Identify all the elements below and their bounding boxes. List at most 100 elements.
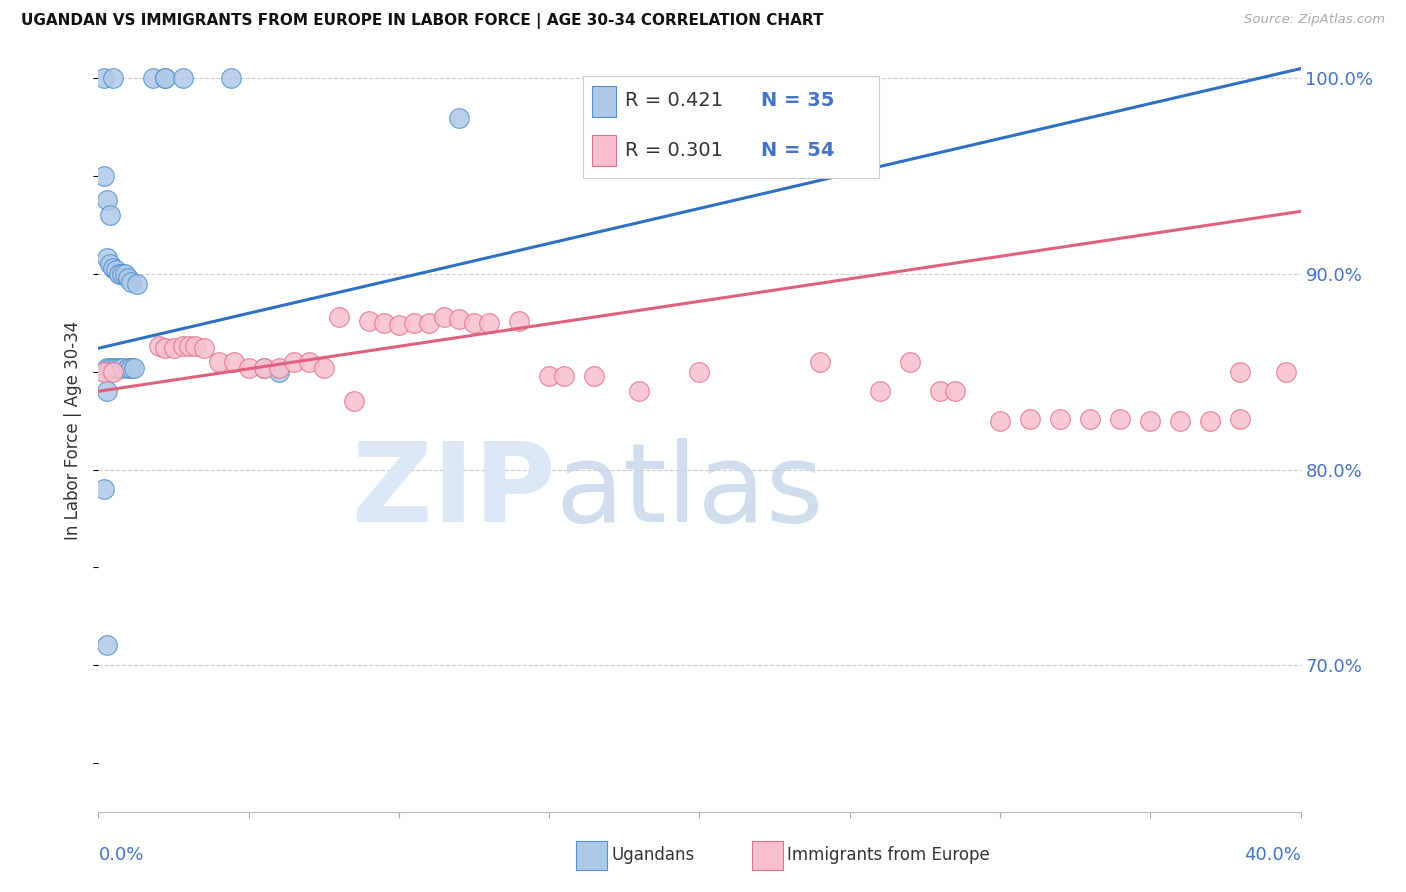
Point [553,368,575,383]
Point [117,271,139,285]
Point [1170,414,1192,428]
Point [124,360,146,375]
Point [267,360,290,375]
Point [1049,411,1071,425]
Text: N = 35: N = 35 [761,92,834,111]
Point [162,341,184,355]
Point [253,360,276,375]
Point [402,316,425,330]
Point [583,368,606,383]
Point [357,314,380,328]
Point [172,339,194,353]
Point [343,394,366,409]
Point [153,71,176,86]
Text: Source: ZipAtlas.com: Source: ZipAtlas.com [1244,13,1385,27]
Text: UGANDAN VS IMMIGRANTS FROM EUROPE IN LABOR FORCE | AGE 30-34 CORRELATION CHART: UGANDAN VS IMMIGRANTS FROM EUROPE IN LAB… [21,13,824,29]
Point [943,384,966,399]
Y-axis label: In Labor Force | Age 30-34: In Labor Force | Age 30-34 [65,321,83,540]
Point [222,355,245,369]
Point [1109,411,1132,425]
Point [238,360,260,375]
Point [538,368,561,383]
Point [127,277,149,291]
Point [1139,414,1161,428]
Point [96,639,118,653]
Point [689,365,711,379]
Point [508,314,530,328]
Text: Ugandans: Ugandans [612,847,695,864]
Point [93,482,115,496]
Point [219,71,242,86]
Point [111,360,134,375]
Point [121,275,143,289]
Point [298,355,321,369]
Point [103,360,125,375]
Text: R = 0.421: R = 0.421 [624,92,723,111]
Point [93,169,115,184]
Point [388,318,411,332]
Point [141,71,163,86]
Point [96,384,118,399]
Text: R = 0.301: R = 0.301 [624,141,723,161]
Point [114,267,136,281]
Point [463,316,485,330]
Point [105,263,128,277]
Point [628,384,651,399]
Point [988,414,1011,428]
Point [1199,414,1222,428]
Point [96,360,118,375]
Point [100,360,122,375]
Point [283,355,305,369]
Point [105,360,128,375]
Point [108,267,131,281]
Text: 40.0%: 40.0% [1244,846,1301,863]
Point [1019,411,1042,425]
Text: atlas: atlas [555,438,824,545]
Point [117,360,139,375]
FancyBboxPatch shape [592,87,616,117]
Point [808,355,831,369]
Point [103,261,125,276]
FancyBboxPatch shape [592,136,616,166]
Point [108,360,131,375]
Point [96,193,118,207]
Point [898,355,921,369]
Point [100,257,122,271]
Point [121,360,143,375]
Point [447,111,470,125]
Point [111,267,134,281]
Text: ZIP: ZIP [352,438,555,545]
Point [153,341,176,355]
Point [1229,365,1251,379]
Point [93,71,115,86]
Point [148,339,170,353]
Point [93,365,115,379]
Text: Immigrants from Europe: Immigrants from Europe [787,847,990,864]
Point [373,316,395,330]
Point [1229,411,1251,425]
Point [153,71,176,86]
Point [103,365,125,379]
Point [100,208,122,222]
Text: 0.0%: 0.0% [98,846,143,863]
Point [208,355,231,369]
Point [328,310,350,324]
Point [929,384,952,399]
Point [267,365,290,379]
Point [103,71,125,86]
Point [193,341,215,355]
Point [183,339,205,353]
Point [312,360,335,375]
Point [433,310,456,324]
Point [418,316,440,330]
Point [447,312,470,326]
Text: N = 54: N = 54 [761,141,834,161]
Point [869,384,891,399]
Point [172,71,194,86]
Point [177,339,200,353]
Point [96,252,118,266]
Point [1078,411,1101,425]
Point [253,360,276,375]
Point [478,316,501,330]
Point [1274,365,1296,379]
